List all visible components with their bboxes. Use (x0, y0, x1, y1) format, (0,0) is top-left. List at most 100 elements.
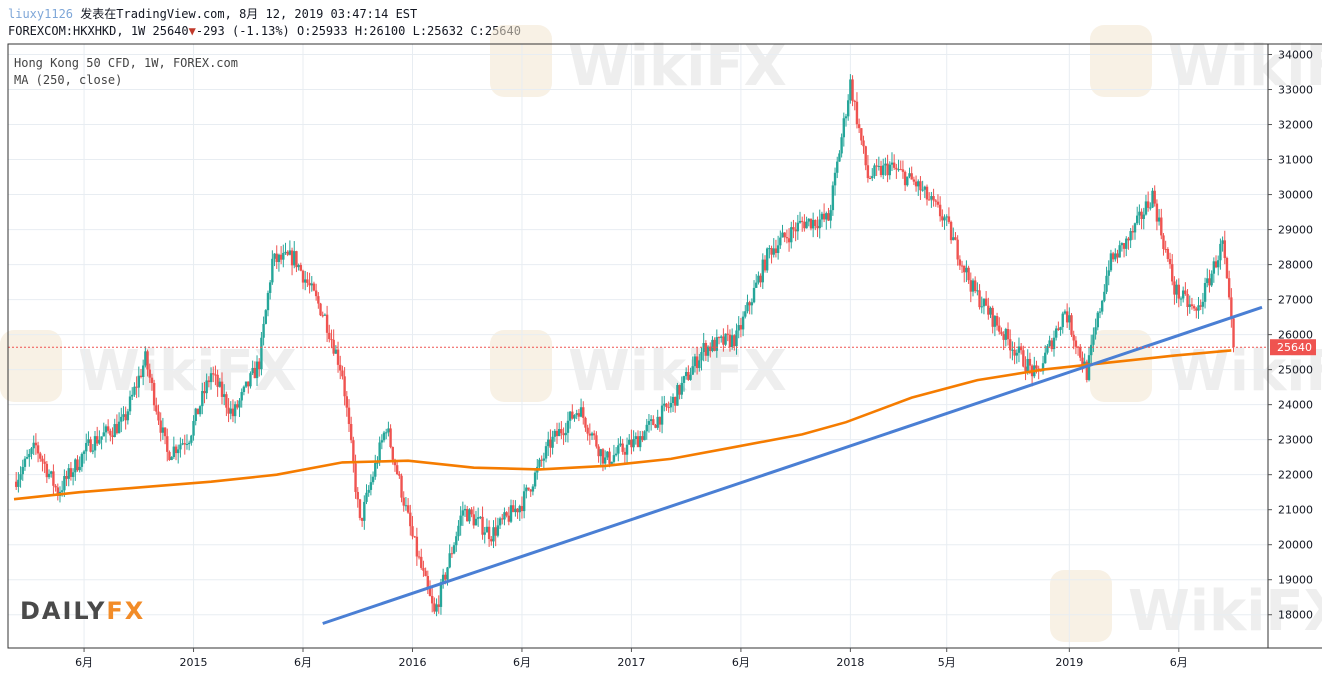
candle (207, 376, 211, 388)
candle-body (717, 337, 721, 339)
candle (1085, 359, 1089, 383)
candle-body (829, 210, 832, 221)
candle-body (1009, 339, 1012, 351)
candle (1210, 270, 1213, 288)
candle-body (755, 282, 758, 288)
candle-body (792, 227, 795, 230)
candle (78, 456, 81, 473)
candle (914, 175, 918, 192)
candle-body (1136, 215, 1139, 224)
candle-body (483, 532, 486, 535)
candle (1164, 240, 1167, 253)
candle (371, 471, 375, 485)
candle-body (1026, 358, 1029, 372)
candle (533, 469, 537, 490)
candle (398, 471, 401, 479)
trendline[interactable] (322, 305, 1263, 625)
candle-body (96, 436, 99, 444)
candle-body (798, 220, 802, 223)
candle-body (325, 314, 329, 333)
candle (785, 229, 789, 244)
candle (1206, 268, 1209, 288)
candle-body (85, 442, 88, 452)
candle (1142, 207, 1145, 230)
candle (433, 597, 436, 614)
candle-body (1118, 245, 1121, 258)
time-axis[interactable]: 6月 2015 6月 2016 6月 2017 6月 2018 5月 2019 6月 (75, 648, 1188, 669)
price-axis-label: 23000 (1278, 434, 1313, 447)
candle-body (117, 421, 121, 434)
candle (111, 427, 114, 445)
username[interactable]: liuxy1126 (8, 7, 74, 21)
candle-body (1138, 211, 1141, 216)
candle-body (700, 352, 703, 361)
candle (892, 154, 896, 170)
candle (279, 246, 283, 265)
candle (776, 235, 780, 260)
candle (271, 250, 274, 285)
candle (409, 504, 412, 536)
candle-body (695, 356, 699, 368)
candle (1118, 240, 1121, 258)
candle (255, 355, 259, 386)
candle-body (422, 567, 425, 571)
candle-body (395, 465, 399, 475)
candle (187, 440, 191, 451)
candle (522, 484, 526, 519)
candle (141, 359, 145, 386)
candle-body (170, 457, 173, 461)
candle (846, 94, 850, 121)
candle (899, 160, 902, 171)
candle (1120, 242, 1124, 252)
candle-body (1076, 346, 1080, 348)
candle-body (109, 430, 112, 436)
candle (995, 312, 999, 331)
candle-body (684, 372, 688, 377)
price-axis[interactable]: 18000 19000 20000 21000 22000 23000 24000 25000… (1268, 49, 1313, 622)
candle-body (621, 443, 624, 452)
candle (792, 219, 795, 239)
price-axis-label: 29000 (1278, 224, 1313, 237)
candle-body (910, 173, 913, 180)
candle-body (424, 570, 427, 577)
candle-body (507, 515, 511, 522)
candle-body (352, 440, 355, 464)
candle-body (251, 367, 254, 374)
candle (682, 375, 686, 392)
candle (352, 436, 355, 473)
candle-body (947, 216, 951, 222)
candle (512, 499, 515, 513)
candle (159, 412, 162, 442)
candle (452, 542, 456, 555)
candle-body (1013, 349, 1016, 356)
candle (1203, 277, 1207, 309)
candle (1114, 248, 1117, 262)
candle (28, 449, 31, 467)
dailyfx-logo-fx: FX (106, 597, 145, 625)
candle (553, 428, 556, 442)
candle (347, 399, 351, 432)
candle (139, 368, 143, 379)
candle (1059, 326, 1062, 336)
candle-body (192, 420, 195, 436)
price-axis-label: 22000 (1278, 469, 1313, 482)
candle (571, 404, 574, 420)
chart-legend-indicator: MA (250, close) (14, 73, 122, 87)
grid (8, 44, 1268, 648)
candle (715, 329, 719, 358)
candle-body (1160, 217, 1163, 236)
candle (820, 211, 824, 228)
candle-body (1157, 217, 1161, 222)
candle-body (660, 405, 664, 425)
candle (242, 385, 246, 396)
candle (106, 419, 110, 434)
candle-body (838, 153, 841, 162)
candle-body (330, 339, 333, 341)
candle-body (724, 333, 727, 345)
candle-body (886, 163, 889, 176)
candle-body (1131, 231, 1135, 233)
candle-body (106, 426, 110, 431)
candle (665, 402, 668, 411)
candle (288, 240, 292, 256)
